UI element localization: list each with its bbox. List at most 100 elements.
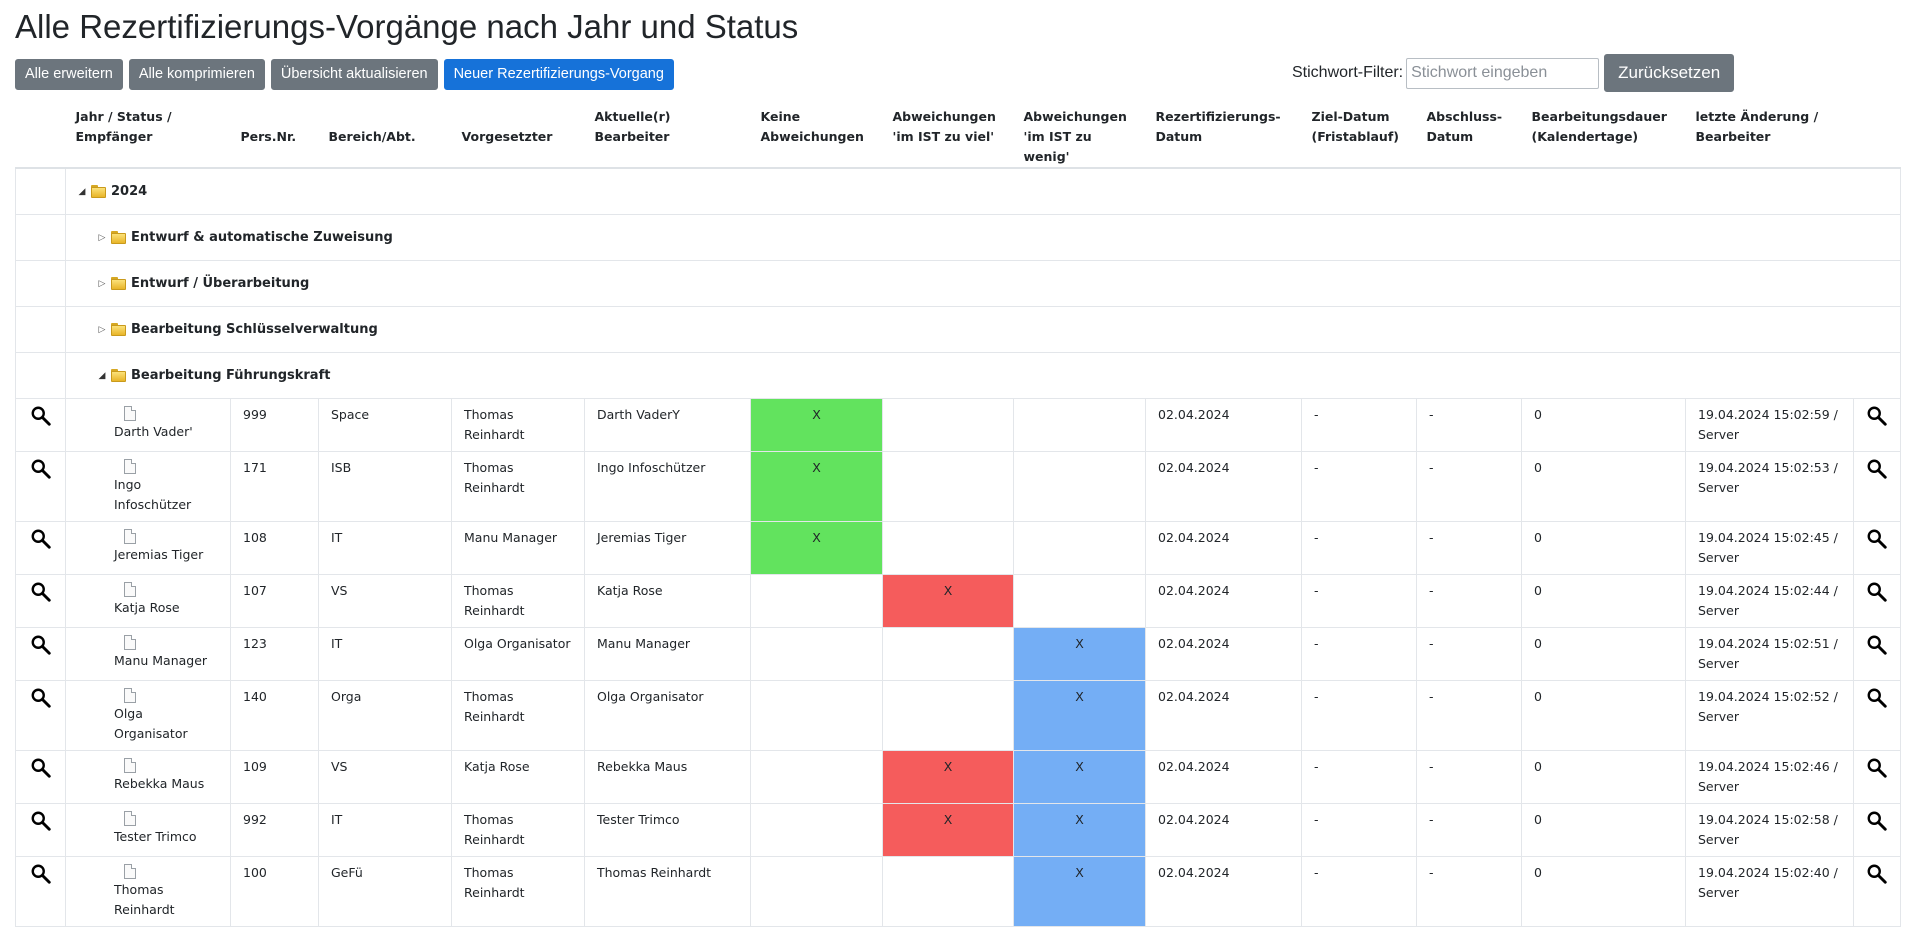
search-icon[interactable] [30, 863, 52, 885]
search-icon[interactable] [30, 405, 52, 427]
col-persnr[interactable]: Pers.Nr. [230, 93, 319, 169]
recipient-name[interactable]: Darth Vader' [114, 424, 193, 439]
collapse-all-button[interactable]: Alle komprimieren [128, 59, 265, 90]
tree-node-status: ◢ Bearbeitung Führungskraft [15, 352, 1901, 399]
col-rez-datum[interactable]: Rezertifizierungs- Datum [1145, 93, 1302, 169]
folder-icon [111, 369, 126, 382]
view-cell-right [1853, 680, 1901, 751]
col-zu-wenig[interactable]: Abweichungen'im IST zu wenig' [1013, 93, 1146, 169]
recipient-name[interactable]: Thomas [114, 882, 164, 897]
search-icon[interactable] [30, 810, 52, 832]
search-icon[interactable] [1866, 757, 1888, 779]
abschluss-datum-cell: - [1416, 398, 1522, 452]
recipient-name-line2: Infoschützer [114, 497, 192, 512]
search-icon[interactable] [1866, 528, 1888, 550]
keine-abweichungen-cell: X [750, 451, 883, 522]
vorgesetzter-cell: Thomas Reinhardt [451, 803, 585, 857]
recipient-name[interactable]: Olga [114, 706, 143, 721]
refresh-button[interactable]: Übersicht aktualisieren [270, 59, 438, 90]
view-cell [15, 680, 66, 751]
zu-wenig-cell [1013, 451, 1146, 522]
zu-wenig-cell [1013, 521, 1146, 575]
tree-node-status-label[interactable]: ▷ Entwurf / Überarbeitung [66, 261, 1900, 306]
new-process-button[interactable]: Neuer Rezertifizierungs-Vorgang [443, 59, 674, 90]
bereich-cell: Orga [318, 680, 452, 751]
col-keine-abweichungen[interactable]: Keine Abweichungen [750, 93, 883, 169]
search-icon[interactable] [1866, 634, 1888, 656]
recipient-name[interactable]: Ingo [114, 477, 142, 492]
dauer-cell: 0 [1521, 398, 1686, 452]
zu-wenig-cell: X [1013, 627, 1146, 681]
keine-abweichungen-cell: X [750, 398, 883, 452]
col-ziel-datum[interactable]: Ziel-Datum (Fristablauf) [1301, 93, 1417, 169]
view-cell [15, 803, 66, 857]
tree-node-year-label[interactable]: ◢ 2024 [66, 169, 1900, 214]
bereich-cell: Space [318, 398, 452, 452]
search-icon[interactable] [1866, 687, 1888, 709]
zu-viel-cell: X [882, 803, 1014, 857]
vorgesetzter-cell: Thomas Reinhardt [451, 680, 585, 751]
collapse-icon[interactable]: ◢ [78, 186, 86, 197]
page-title: Alle Rezertifizierungs-Vorgänge nach Jah… [15, 8, 799, 45]
col-status[interactable]: Jahr / Status / Empfänger [65, 93, 231, 169]
keine-abweichungen-cell [750, 680, 883, 751]
recipient-name[interactable]: Manu Manager [114, 653, 208, 668]
search-icon[interactable] [30, 581, 52, 603]
dauer-cell: 0 [1521, 627, 1686, 681]
document-icon [124, 758, 136, 773]
collapse-icon[interactable]: ◢ [98, 370, 106, 381]
col-zu-viel[interactable]: Abweichungen'im IST zu viel' [882, 93, 1014, 169]
search-icon[interactable] [30, 634, 52, 656]
bereich-cell: IT [318, 627, 452, 681]
view-cell [15, 521, 66, 575]
tree-node-status-label[interactable]: ▷ Entwurf & automatische Zuweisung [66, 215, 1900, 260]
col-bearbeitungsdauer[interactable]: Bearbeitungsdauer (Kalendertage) [1521, 93, 1686, 169]
search-icon[interactable] [1866, 810, 1888, 832]
search-icon[interactable] [30, 528, 52, 550]
document-icon [124, 635, 136, 650]
view-cell-right [1853, 451, 1901, 522]
dauer-cell: 0 [1521, 451, 1686, 522]
persnr-cell: 992 [230, 803, 319, 857]
persnr-cell: 109 [230, 750, 319, 804]
keine-abweichungen-cell [750, 856, 883, 927]
search-icon[interactable] [1866, 458, 1888, 480]
search-icon[interactable] [1866, 405, 1888, 427]
expand-icon[interactable]: ▷ [98, 232, 106, 243]
expand-all-button[interactable]: Alle erweitern [15, 59, 123, 90]
reset-button[interactable]: Zurücksetzen [1604, 54, 1735, 92]
tree-node-status-label[interactable]: ◢ Bearbeitung Führungskraft [66, 353, 1900, 398]
persnr-cell: 107 [230, 574, 319, 628]
tree-node-status: ▷ Entwurf & automatische Zuweisung [15, 214, 1901, 261]
ziel-datum-cell: - [1301, 398, 1417, 452]
expand-icon[interactable]: ▷ [98, 324, 106, 335]
search-icon[interactable] [30, 458, 52, 480]
col-bearbeiter[interactable]: Aktuelle(r) Bearbeiter [584, 93, 751, 169]
expand-icon[interactable]: ▷ [98, 278, 106, 289]
col-letzte-aenderung[interactable]: letzte Änderung / Bearbeiter [1685, 93, 1854, 169]
tree-node-status-label[interactable]: ▷ Bearbeitung Schlüsselverwaltung [66, 307, 1900, 352]
zu-viel-cell [882, 398, 1014, 452]
abschluss-datum-cell: - [1416, 627, 1522, 681]
recipient-name[interactable]: Tester Trimco [114, 829, 197, 844]
search-icon[interactable] [1866, 581, 1888, 603]
recipient-name[interactable]: Katja Rose [114, 600, 180, 615]
col-vorgesetzter[interactable]: Vorgesetzter [451, 93, 585, 169]
keine-abweichungen-cell [750, 750, 883, 804]
table-row: Rebekka Maus 109 VS Katja Rose Rebekka M… [15, 750, 1901, 804]
search-icon[interactable] [30, 757, 52, 779]
view-cell [15, 750, 66, 804]
recipient-name[interactable]: Jeremias Tiger [114, 547, 204, 562]
recipient-name[interactable]: Rebekka Maus [114, 776, 205, 791]
search-icon[interactable] [30, 687, 52, 709]
col-bereich[interactable]: Bereich/Abt. [318, 93, 452, 169]
vorgesetzter-cell: Olga Organisator [451, 627, 585, 681]
letzte-aenderung-cell: 19.04.2024 15:02:58 /Server [1685, 803, 1854, 857]
abschluss-datum-cell: - [1416, 574, 1522, 628]
zu-wenig-cell: X [1013, 856, 1146, 927]
document-icon [124, 459, 136, 474]
col-abschluss-datum[interactable]: Abschluss- Datum [1416, 93, 1522, 169]
process-table: Jahr / Status / Empfänger Pers.Nr. Bereic… [15, 93, 1901, 927]
keyword-input[interactable] [1406, 57, 1600, 89]
search-icon[interactable] [1866, 863, 1888, 885]
